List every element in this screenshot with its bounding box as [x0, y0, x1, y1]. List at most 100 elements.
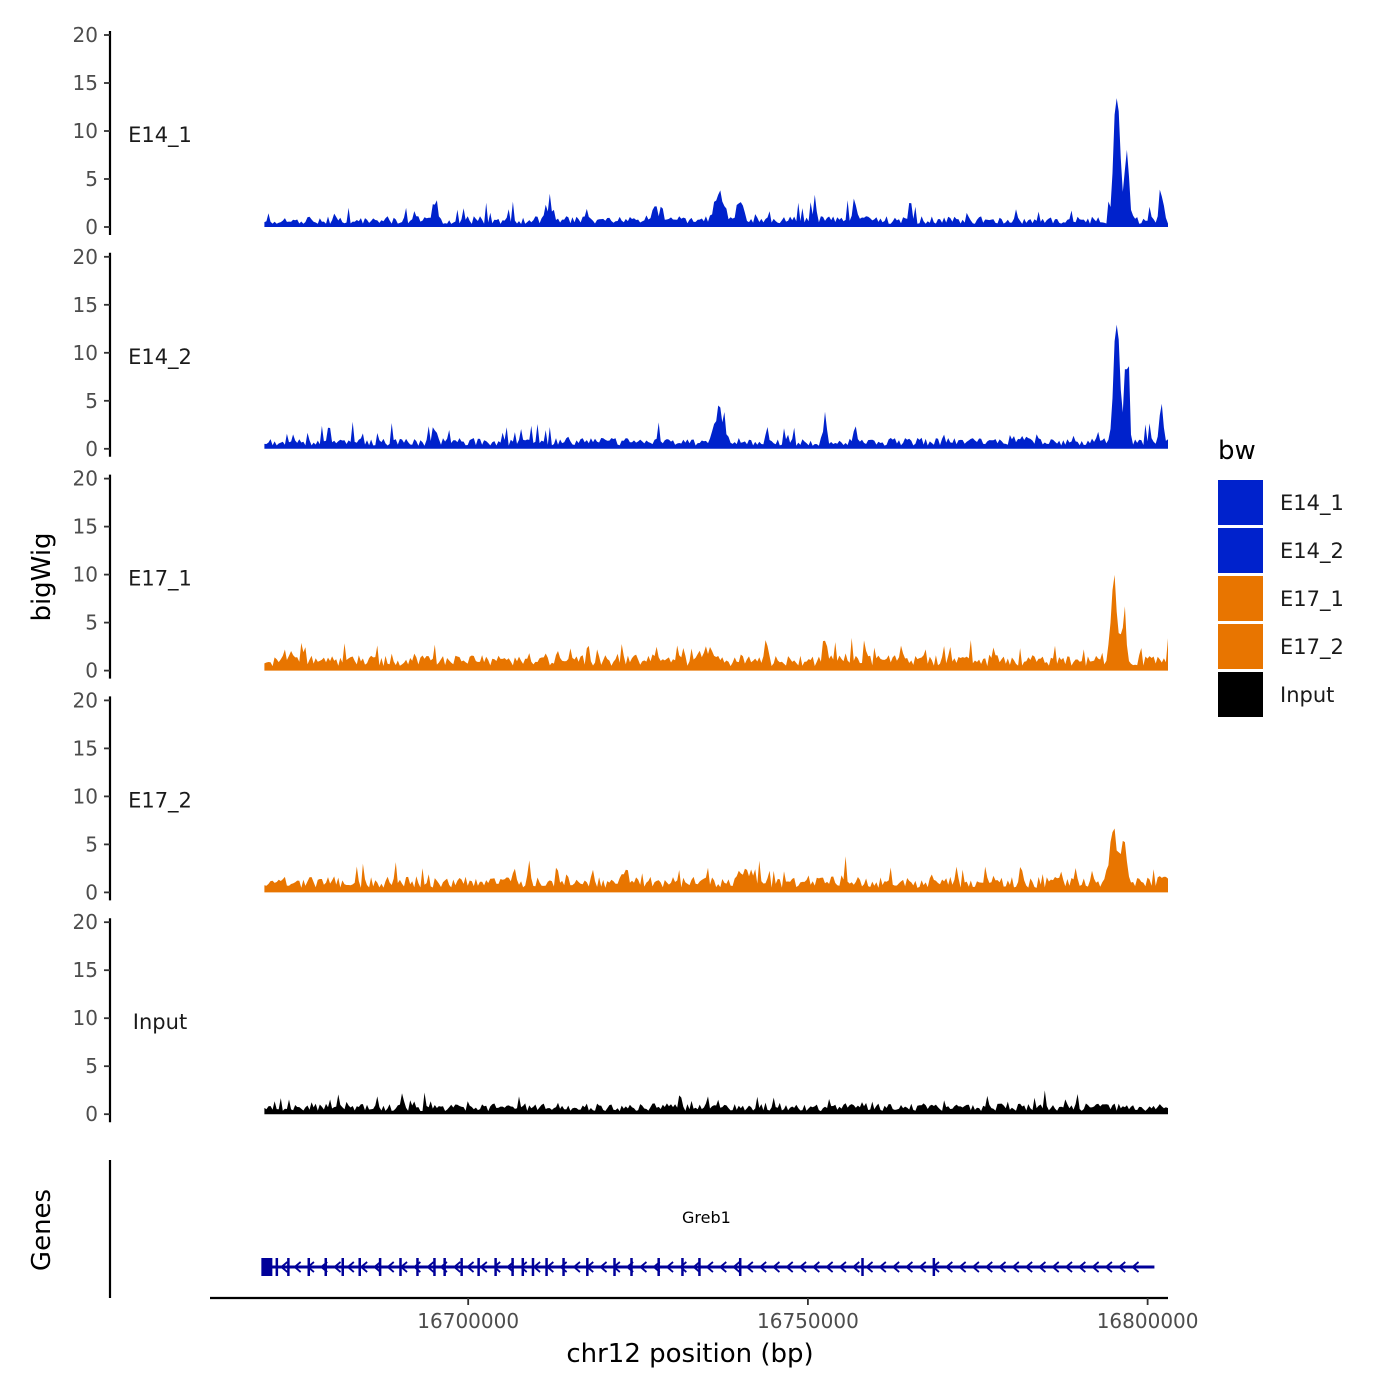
strand-arrow — [718, 1261, 727, 1273]
gene-exon — [681, 1258, 684, 1276]
strand-arrow — [971, 1261, 980, 1273]
gene-exon — [266, 1258, 270, 1276]
gene-exon — [511, 1258, 514, 1276]
strand-arrow — [905, 1261, 914, 1273]
legend-swatch — [1218, 576, 1263, 621]
strand-arrow — [572, 1261, 581, 1273]
track-E17_2: 0 5 10 15 20 E17_2 — [73, 688, 1168, 904]
legend-swatch — [1218, 528, 1263, 573]
y-axis-title: bigWig — [27, 532, 57, 621]
y-tick-label: 10 — [73, 119, 98, 143]
track-label: Input — [133, 1010, 187, 1034]
gene-exon — [738, 1258, 742, 1276]
gene-exon — [545, 1258, 548, 1276]
strand-arrow — [426, 1261, 435, 1273]
track-E14_1: 0 5 10 15 20 E14_1 — [73, 23, 1168, 239]
gene-exon — [630, 1258, 633, 1276]
strand-arrow — [918, 1261, 927, 1273]
strand-arrow — [665, 1261, 674, 1273]
strand-arrow — [958, 1261, 967, 1273]
strand-arrow — [639, 1261, 648, 1273]
y-tick-label: 5 — [85, 167, 98, 191]
strand-arrow — [293, 1261, 302, 1273]
strand-arrow — [386, 1261, 395, 1273]
legend-label: Input — [1280, 683, 1334, 707]
strand-arrow — [373, 1261, 382, 1273]
strand-arrow — [825, 1261, 834, 1273]
strand-arrow — [798, 1261, 807, 1273]
strand-arrow — [359, 1261, 368, 1273]
y-tick-label: 0 — [85, 215, 98, 239]
strand-arrow — [452, 1261, 461, 1273]
track-label: E14_1 — [128, 123, 192, 148]
gene-exon — [416, 1258, 419, 1276]
signal-area-E14_1 — [264, 98, 1168, 227]
strand-arrow — [1077, 1261, 1086, 1273]
gene-exon — [460, 1258, 463, 1276]
gene-exon — [477, 1258, 480, 1276]
strand-arrow — [519, 1261, 528, 1273]
legend-title: bw — [1218, 436, 1256, 466]
signal-area-E17_1 — [264, 574, 1168, 671]
x-axis-title: chr12 position (bp) — [566, 1339, 813, 1369]
y-tick-label: 5 — [85, 1054, 98, 1078]
strand-arrow — [1104, 1261, 1113, 1273]
gene-exon — [399, 1258, 402, 1276]
gene-exon — [531, 1258, 535, 1276]
legend-swatch — [1218, 672, 1263, 717]
strand-arrow — [678, 1261, 687, 1273]
strand-arrow — [1064, 1261, 1073, 1273]
y-tick-label: 15 — [73, 515, 98, 539]
strand-arrow — [492, 1261, 501, 1273]
y-tick-label: 0 — [85, 659, 98, 683]
strand-arrow — [705, 1261, 714, 1273]
legend-label: E17_1 — [1280, 587, 1344, 612]
y-tick-label: 5 — [85, 832, 98, 856]
gene-exon — [287, 1258, 290, 1276]
y-tick-label: 15 — [73, 71, 98, 95]
strand-arrow — [732, 1261, 741, 1273]
gene-exon — [613, 1258, 616, 1276]
strand-arrow — [1038, 1261, 1047, 1273]
track-E17_1: 0 5 10 15 20 E17_1 — [73, 467, 1168, 683]
gene-exon — [521, 1258, 525, 1276]
gene-exon — [324, 1258, 328, 1276]
gene-exon — [657, 1258, 660, 1276]
gene-exon — [861, 1258, 864, 1276]
y-tick-label: 15 — [73, 293, 98, 317]
strand-arrow — [333, 1261, 342, 1273]
track-label: E14_2 — [128, 345, 192, 370]
x-axis: 16700000 16750000 16800000 — [210, 1296, 1199, 1333]
y-tick-label: 5 — [85, 611, 98, 635]
legend-item-E17_1: E17_1 — [1218, 576, 1344, 621]
gene-exon — [586, 1258, 589, 1276]
legend-label: E14_1 — [1280, 491, 1344, 516]
legend-item-E14_2: E14_2 — [1218, 528, 1344, 573]
y-tick-label: 10 — [73, 341, 98, 365]
genes-panel: Greb1 — [108, 1160, 1155, 1298]
strand-arrow — [785, 1261, 794, 1273]
gene-exon — [358, 1258, 361, 1276]
track-Input: 0 5 10 15 20 Input — [73, 910, 1168, 1126]
gene-exon — [932, 1258, 936, 1276]
y-tick-label: 0 — [85, 437, 98, 461]
x-tick-label: 16800000 — [1097, 1309, 1199, 1333]
y-tick-label: 15 — [73, 958, 98, 982]
gene-exon — [443, 1258, 446, 1276]
legend: bw E14_1 E14_2 E17_1 E17_2 Input — [1218, 436, 1344, 717]
strand-arrow — [692, 1261, 701, 1273]
strand-arrow — [758, 1261, 767, 1273]
strand-arrow — [998, 1261, 1007, 1273]
legend-label: E17_2 — [1280, 635, 1344, 660]
signal-area-E14_2 — [264, 324, 1168, 449]
y-tick-label: 20 — [73, 467, 98, 491]
x-tick-label: 16700000 — [417, 1309, 519, 1333]
signal-area-Input — [264, 1090, 1168, 1115]
strand-arrow — [838, 1261, 847, 1273]
strand-arrow — [479, 1261, 488, 1273]
track-E14_2: 0 5 10 15 20 E14_2 — [73, 245, 1168, 461]
strand-arrow — [811, 1261, 820, 1273]
gene-exon — [378, 1258, 382, 1276]
legend-item-Input: Input — [1218, 672, 1334, 717]
strand-arrow — [745, 1261, 754, 1273]
